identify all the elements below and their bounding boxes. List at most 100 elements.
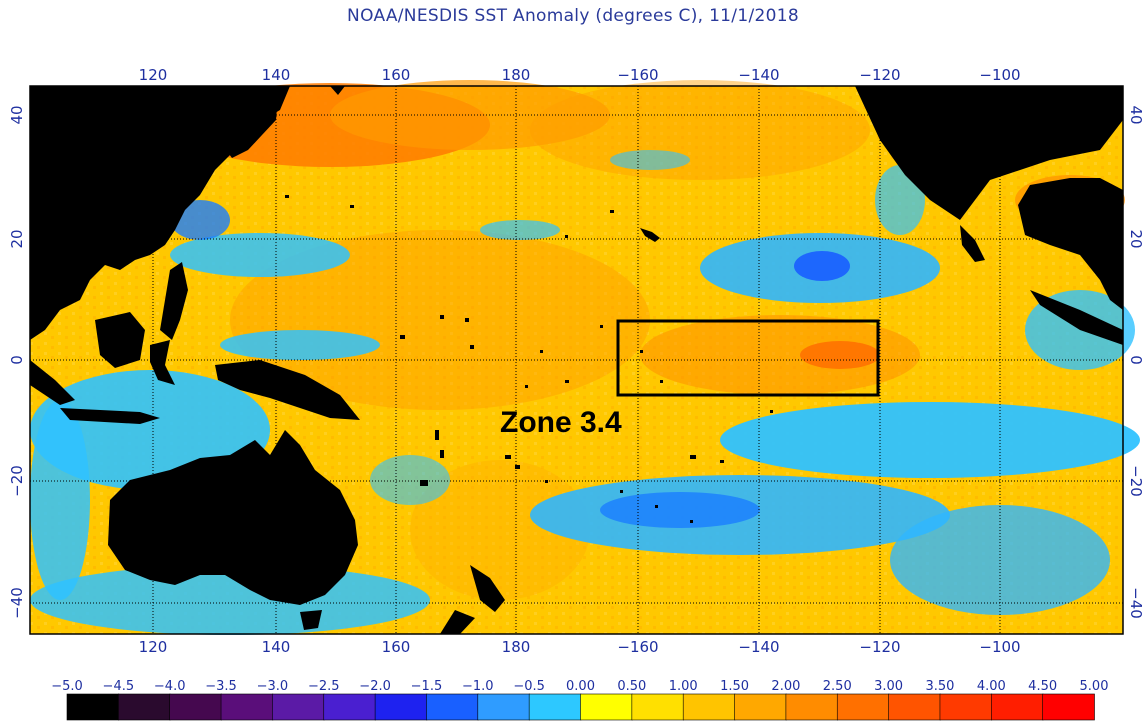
- colorbar-swatch: [939, 693, 993, 721]
- lon-tick-top-m100: −100: [979, 66, 1020, 84]
- lon-tick-bottom-m120: −120: [859, 638, 900, 656]
- map-title: NOAA/NESDIS SST Anomaly (degrees C), 11/…: [347, 6, 799, 26]
- colorbar-label: 0.00: [566, 679, 595, 694]
- lon-ticks-bottom: 120 140 160 180 −160 −140 −120 −100: [139, 638, 1021, 656]
- colorbar-label: 4.00: [977, 679, 1006, 694]
- new-zealand-south-land: [440, 610, 475, 634]
- colorbar-label: 3.50: [925, 679, 954, 694]
- colorbar-swatch: [631, 693, 684, 721]
- colorbar-swatch: [785, 693, 839, 721]
- lat-tick-right-m20: −20: [1127, 465, 1145, 497]
- colorbar-swatch: [734, 693, 787, 721]
- lon-tick-bottom-m140: −140: [738, 638, 779, 656]
- lat-ticks-left: 40 20 0 −20 −40: [8, 105, 26, 618]
- gridlines: [30, 86, 1123, 634]
- new-guinea-land: [215, 360, 360, 420]
- colorbar-label: −3.0: [257, 679, 289, 694]
- colorbar-label: −5.0: [51, 679, 83, 694]
- asia-land: [30, 86, 290, 340]
- colorbar-swatches: [66, 693, 1095, 721]
- colorbar-swatch: [169, 693, 222, 721]
- anomaly-field: [30, 80, 1140, 635]
- colorbar-label: −0.5: [513, 679, 545, 694]
- colorbar-swatch: [682, 693, 736, 721]
- lat-tick-left-0: 0: [8, 355, 26, 365]
- lon-tick-top-120: 120: [139, 66, 168, 84]
- colorbar-swatch: [374, 693, 428, 721]
- lon-tick-bottom-m100: −100: [979, 638, 1020, 656]
- colorbar-swatch: [118, 693, 171, 721]
- lon-tick-bottom-160: 160: [382, 638, 411, 656]
- zone-3-4-box: [616, 319, 880, 397]
- colorbar-label: −4.0: [154, 679, 186, 694]
- new-zealand-land: [470, 565, 505, 612]
- colorbar-label: 1.00: [669, 679, 698, 694]
- colorbar: −5.0 −4.5 −4.0 −3.5 −3.0 −2.5 −2.0 −1.5 −1.0 −0.5…: [51, 679, 1108, 721]
- colorbar-swatch: [66, 693, 120, 721]
- colorbar-label: 4.50: [1028, 679, 1057, 694]
- colorbar-swatch: [1042, 693, 1095, 721]
- colorbar-label: −3.5: [205, 679, 237, 694]
- colorbar-swatch: [272, 693, 325, 721]
- lon-tick-bottom-120: 120: [139, 638, 168, 656]
- lon-tick-top-160: 160: [382, 66, 411, 84]
- colorbar-swatch: [220, 693, 274, 721]
- kamchatka-land: [330, 86, 345, 95]
- japan-land: [226, 92, 278, 158]
- sulawesi-land: [150, 340, 175, 385]
- lat-tick-right-40: 40: [1127, 105, 1145, 124]
- colorbar-label: −2.0: [359, 679, 391, 694]
- map-border: [29, 85, 1124, 635]
- colorbar-label: 0.50: [617, 679, 646, 694]
- lat-tick-left-20: 20: [8, 229, 26, 248]
- lat-tick-right-0: 0: [1127, 355, 1145, 365]
- sumatra-land: [30, 360, 75, 405]
- colorbar-swatch: [888, 693, 941, 721]
- tasmania-land: [300, 610, 322, 630]
- zone-3-4-label: Zone 3.4: [500, 406, 622, 439]
- borneo-land: [95, 312, 145, 368]
- colorbar-label: −4.5: [103, 679, 135, 694]
- colorbar-label: −2.5: [308, 679, 340, 694]
- lon-tick-top-m120: −120: [859, 66, 900, 84]
- map-frame: Zone 3.4: [29, 80, 1140, 635]
- colorbar-labels: −5.0 −4.5 −4.0 −3.5 −3.0 −2.5 −2.0 −1.5 −1.0 −0.5…: [51, 679, 1108, 694]
- lon-ticks-top: 120 140 160 180 −160 −140 −120 −100: [139, 66, 1021, 84]
- lat-ticks-right: 40 20 0 −20 −40: [1127, 105, 1145, 618]
- colorbar-label: −1.5: [411, 679, 443, 694]
- lon-tick-top-140: 140: [262, 66, 291, 84]
- colorbar-swatch: [323, 693, 376, 721]
- north-america-land: [855, 86, 1123, 310]
- colorbar-swatch: [990, 693, 1044, 721]
- colorbar-label: 5.00: [1080, 679, 1109, 694]
- lon-tick-bottom-140: 140: [262, 638, 291, 656]
- colorbar-label: 2.50: [823, 679, 852, 694]
- australia-land: [108, 430, 358, 605]
- lat-tick-right-m40: −40: [1127, 587, 1145, 619]
- colorbar-swatch: [528, 693, 582, 721]
- colorbar-label: 2.00: [771, 679, 800, 694]
- colorbar-swatch: [426, 693, 479, 721]
- colorbar-swatch: [477, 693, 530, 721]
- lat-tick-right-20: 20: [1127, 229, 1145, 248]
- lon-tick-top-180: 180: [502, 66, 531, 84]
- lon-tick-top-m160: −160: [617, 66, 658, 84]
- lon-tick-top-m140: −140: [738, 66, 779, 84]
- colorbar-label: −1.0: [462, 679, 494, 694]
- lat-tick-left-m40: −40: [8, 587, 26, 619]
- colorbar-label: 1.50: [720, 679, 749, 694]
- landmasses: [30, 86, 1123, 634]
- lat-tick-left-40: 40: [8, 105, 26, 124]
- colorbar-swatch: [836, 693, 890, 721]
- island-dots: [285, 195, 773, 523]
- baja-land: [960, 225, 985, 262]
- lon-tick-bottom-180: 180: [502, 638, 531, 656]
- central-america-land: [1030, 290, 1123, 345]
- philippines-land: [160, 262, 188, 340]
- java-land: [60, 408, 160, 424]
- colorbar-swatch: [580, 693, 633, 721]
- colorbar-label: 3.00: [874, 679, 903, 694]
- lat-tick-left-m20: −20: [8, 465, 26, 497]
- lon-tick-bottom-m160: −160: [617, 638, 658, 656]
